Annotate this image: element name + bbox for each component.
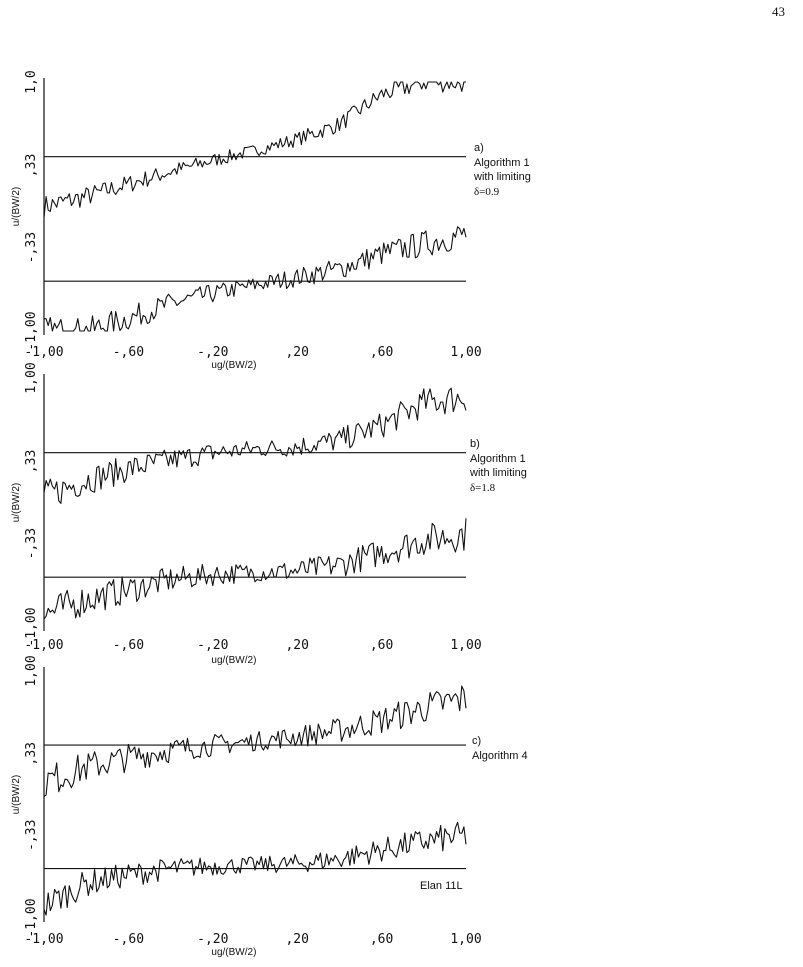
page-number: 43 (772, 4, 785, 19)
x-tick-label: 1,00 (450, 638, 481, 653)
x-tick-label: ,20 (285, 345, 308, 360)
y-axis-label: u/(BW/2) (11, 483, 22, 522)
x-tick-label: -,20 (197, 932, 228, 947)
y-tick-label: -1,00 (24, 311, 39, 350)
footnote: Elan 11L (420, 880, 463, 892)
panel-b-limiting: with limiting (470, 467, 527, 479)
series-line-1 (43, 81, 466, 218)
x-tick-label: ,20 (285, 638, 308, 653)
y-tick-label: -,33 (24, 232, 39, 263)
panel-c-algorithm: Algorithm 4 (472, 749, 528, 762)
panel-b-delta: δ=1.8 (470, 481, 496, 494)
series-line-2 (43, 518, 467, 620)
x-tick-label: -1,00 (24, 932, 63, 947)
panel-b-letter: b) (470, 438, 480, 450)
x-tick-label: -1,00 (24, 345, 63, 360)
x-tick-label: ,60 (370, 932, 393, 947)
y-tick-label: ,33 (24, 154, 39, 177)
panel-b-algorithm: Algorithm 1 (470, 452, 526, 465)
panel-c-annotation: c) Algorithm 4 (472, 734, 528, 763)
x-tick-label: ,20 (285, 932, 308, 947)
x-tick-label: -1,00 (24, 638, 63, 653)
panel-a-delta: δ=0.9 (474, 185, 500, 198)
x-tick-label: -,20 (197, 345, 228, 360)
series-line-1 (43, 685, 467, 797)
y-tick-label: -,33 (24, 528, 39, 559)
panel-a-algorithm: Algorithm 1 (474, 156, 530, 169)
x-tick-label: 1,00 (450, 345, 481, 360)
x-axis-label: ug/(BW/2) (211, 947, 256, 958)
x-tick-label: -,60 (113, 345, 144, 360)
series-line-1 (43, 387, 467, 504)
series-line-2 (43, 821, 467, 916)
panel-b-annotation: b) Algorithm 1 with limiting δ=1.8 (470, 437, 527, 495)
y-axis-label: u/(BW/2) (11, 775, 22, 814)
x-tick-label: ,60 (370, 638, 393, 653)
y-tick-label: ,33 (24, 742, 39, 765)
panel-a-limiting: with limiting (474, 171, 531, 183)
y-tick-label: -1,00 (24, 607, 39, 646)
x-tick-label: ,60 (370, 345, 393, 360)
y-tick-label: 1,00 (24, 362, 39, 393)
x-axis-label: ug/(BW/2) (211, 655, 256, 666)
x-tick-label: -,60 (113, 638, 144, 653)
y-axis-label: u/(BW/2) (11, 187, 22, 226)
y-tick-label: -1,00 (24, 898, 39, 937)
y-tick-label: ,33 (24, 450, 39, 473)
panel-a-annotation: a) Algorithm 1 with limiting δ=0.9 (474, 141, 531, 199)
panel-a-letter: a) (474, 142, 484, 154)
x-axis-label: ug/(BW/2) (211, 360, 256, 371)
y-tick-label: 1,00 (24, 655, 39, 686)
series-line-2 (43, 226, 467, 332)
y-tick-label: 1,0 (24, 70, 39, 93)
panel-c-letter: c) (472, 735, 482, 747)
x-tick-label: -,20 (197, 638, 228, 653)
x-tick-label: -,60 (113, 932, 144, 947)
x-tick-label: 1,00 (450, 932, 481, 947)
y-tick-label: -,33 (24, 820, 39, 851)
